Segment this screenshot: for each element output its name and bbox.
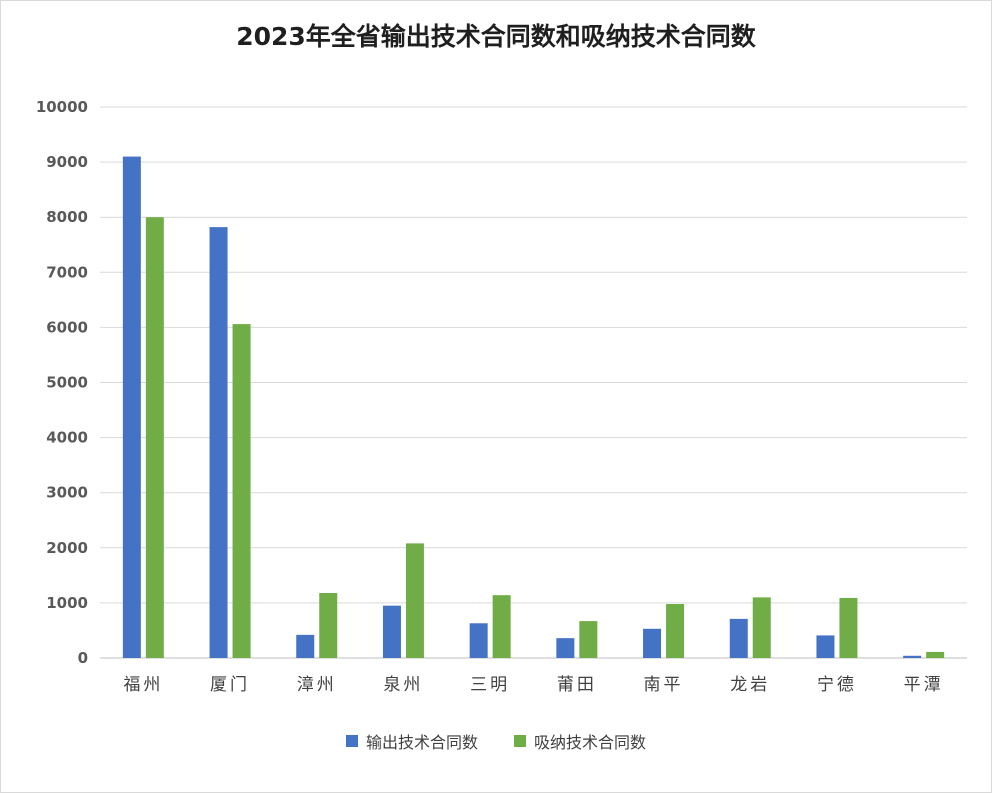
x-tick-label: 宁德 [817, 675, 857, 695]
gridlines [100, 106, 967, 659]
y-tick-label: 2000 [46, 539, 88, 557]
y-tick-label: 10000 [36, 98, 88, 116]
bar-output [643, 628, 662, 658]
bar-absorb [839, 597, 858, 658]
x-tick-label: 漳州 [297, 675, 337, 695]
legend-item-absorb: 吸纳技术合同数 [514, 729, 646, 753]
y-tick-label: 0 [78, 649, 88, 667]
bar-output [729, 618, 748, 658]
bar-output [903, 655, 922, 658]
bar-output [382, 605, 401, 658]
legend: 输出技术合同数 吸纳技术合同数 [1, 729, 991, 753]
legend-swatch-output [345, 735, 358, 747]
bar-absorb [752, 597, 771, 658]
y-tick-label: 1000 [46, 594, 88, 612]
y-tick-label: 6000 [46, 318, 88, 336]
bar-output [209, 227, 228, 659]
bar-absorb [926, 651, 945, 658]
x-axis-ticks: 福州 厦门 漳州 泉州 三明 莆田 南平 龙岩 宁德 平潭 [123, 675, 944, 695]
bar-output [296, 634, 315, 658]
bar-absorb [319, 592, 338, 658]
bar-output [556, 638, 575, 658]
x-tick-label: 平潭 [904, 675, 944, 695]
x-tick-label: 南平 [644, 675, 684, 695]
y-axis-ticks: 0 1000 2000 3000 4000 5000 6000 7000 8000 9000 100… [36, 98, 88, 667]
bar-absorb [405, 543, 424, 658]
chart-title: 2023年全省输出技术合同数和吸纳技术合同数 [236, 22, 756, 51]
legend-item-output: 输出技术合同数 [345, 729, 478, 753]
bar-output [122, 156, 141, 658]
bar-output [816, 635, 835, 658]
bar-absorb [145, 217, 164, 658]
y-tick-label: 5000 [46, 374, 88, 392]
x-tick-label: 福州 [123, 675, 163, 695]
bar-absorb [492, 595, 511, 658]
legend-label-absorb: 吸纳技术合同数 [534, 733, 647, 752]
bar-absorb [579, 621, 598, 658]
bar-absorb [232, 324, 251, 658]
x-tick-label: 泉州 [383, 675, 423, 695]
y-tick-label: 3000 [46, 484, 88, 502]
x-tick-label: 三明 [470, 675, 510, 695]
x-tick-label: 龙岩 [730, 675, 770, 695]
y-tick-label: 4000 [46, 429, 88, 447]
legend-label-output: 输出技术合同数 [365, 733, 478, 752]
y-tick-label: 7000 [46, 263, 88, 281]
x-tick-label: 莆田 [557, 675, 597, 695]
x-tick-label: 厦门 [210, 675, 250, 695]
bar-absorb [666, 604, 685, 658]
legend-swatch-absorb [514, 735, 526, 747]
y-tick-label: 8000 [46, 208, 88, 226]
bars [122, 156, 945, 659]
bar-output [469, 623, 488, 658]
y-tick-label: 9000 [46, 153, 88, 171]
